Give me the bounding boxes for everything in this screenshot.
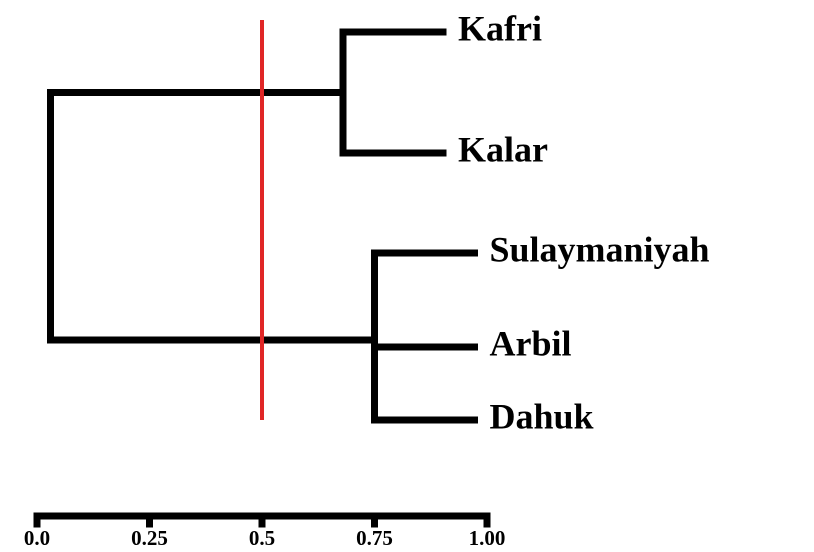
leaf-label: Dahuk — [490, 396, 594, 436]
leaf-label: Kalar — [458, 129, 548, 169]
leaf-label: Kafri — [458, 8, 542, 48]
x-tick-label: 0.5 — [249, 526, 275, 550]
x-tick-label: 1.00 — [469, 526, 506, 550]
leaf-label: Arbil — [490, 323, 572, 363]
x-tick-label: 0.75 — [356, 526, 393, 550]
leaf-label: Sulaymaniyah — [490, 229, 710, 269]
x-tick-label: 0.0 — [24, 526, 50, 550]
x-tick-label: 0.25 — [131, 526, 168, 550]
